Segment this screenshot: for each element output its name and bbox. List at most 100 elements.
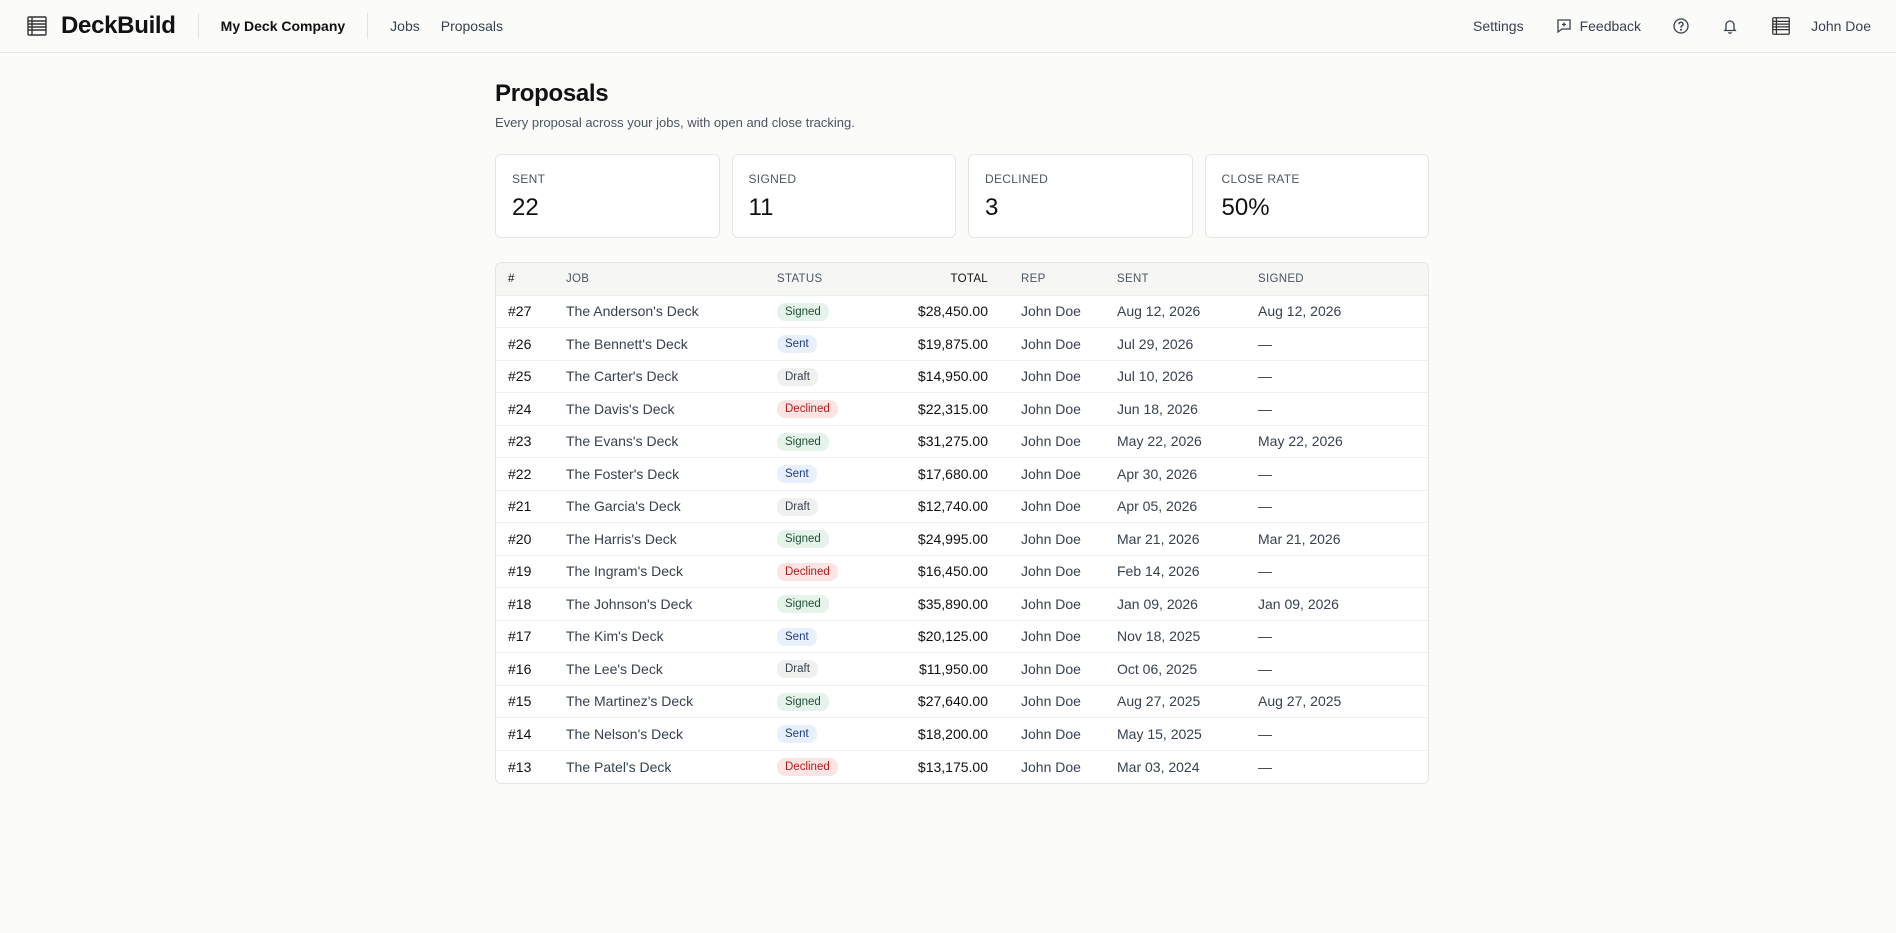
proposal-total: $18,200.00 (882, 717, 988, 751)
status-cell: Declined (777, 750, 882, 783)
proposals-table: # JOB STATUS TOTAL REP SENT SIGNED #27 Th… (495, 262, 1429, 784)
rep-name: John Doe (988, 327, 1117, 361)
job-name: The Garcia's Deck (566, 490, 777, 523)
proposal-number: #14 (496, 717, 566, 751)
proposal-total: $14,950.00 (882, 360, 988, 393)
proposal-number: #19 (496, 555, 566, 588)
table-row[interactable]: #25 The Carter's Deck Draft $14,950.00 John … (496, 360, 1428, 393)
proposal-number: #16 (496, 652, 566, 686)
rep-name: John Doe (988, 295, 1117, 328)
rep-name: John Doe (988, 652, 1117, 686)
rep-name: John Doe (988, 425, 1117, 458)
stat-label: DECLINED (985, 172, 1049, 186)
status-cell: Signed (777, 425, 882, 458)
table-header-row: # JOB STATUS TOTAL REP SENT SIGNED (496, 263, 1428, 296)
main-content: Proposals Every proposal across your job… (495, 80, 1429, 784)
stat-card-sent: SENT 22 (495, 154, 720, 238)
signed-date: — (1258, 620, 1428, 653)
signed-date: — (1258, 717, 1428, 751)
status-cell: Declined (777, 555, 882, 588)
main-nav: Jobs Proposals (390, 18, 503, 34)
sent-date: Jul 29, 2026 (1117, 327, 1258, 361)
col-rep[interactable]: REP (988, 263, 1117, 296)
settings-link[interactable]: Settings (1472, 18, 1524, 34)
status-cell: Signed (777, 522, 882, 556)
job-name: The Ingram's Deck (566, 555, 777, 588)
job-name: The Foster's Deck (566, 457, 777, 491)
sent-date: May 15, 2025 (1117, 717, 1258, 751)
job-name: The Anderson's Deck (566, 295, 777, 328)
brand[interactable]: DeckBuild (25, 12, 176, 40)
status-badge: Sent (777, 725, 817, 744)
col-status[interactable]: STATUS (777, 263, 882, 296)
job-name: The Martinez's Deck (566, 685, 777, 718)
sent-date: May 22, 2026 (1117, 425, 1258, 458)
job-name: The Kim's Deck (566, 620, 777, 653)
status-badge: Sent (777, 627, 817, 646)
help-icon[interactable] (1672, 17, 1690, 35)
company-selector[interactable]: My Deck Company (220, 18, 346, 34)
rep-name: John Doe (988, 587, 1117, 621)
sent-date: Oct 06, 2025 (1117, 652, 1258, 686)
status-badge: Draft (777, 367, 818, 386)
proposal-total: $13,175.00 (917, 758, 988, 775)
table-row[interactable]: #18 The Johnson's Deck Signed $35,890.00 Joh… (496, 587, 1428, 621)
nav-jobs[interactable]: Jobs (390, 18, 420, 34)
table-row[interactable]: #13 The Patel's Deck Declined $13,175.00 Joh… (496, 750, 1428, 783)
col-job[interactable]: JOB (566, 263, 777, 296)
status-badge: Draft (777, 497, 818, 516)
sent-date: Jan 09, 2026 (1117, 587, 1258, 621)
divider (197, 13, 199, 39)
bell-icon[interactable] (1721, 17, 1739, 35)
job-name: The Bennett's Deck (566, 327, 777, 361)
col-total[interactable]: TOTAL (882, 263, 988, 296)
signed-date: — (1258, 457, 1428, 491)
signed-date: — (1258, 652, 1428, 686)
signed-date: — (1258, 758, 1272, 775)
status-badge: Signed (777, 432, 829, 451)
stat-card-declined: DECLINED 3 (968, 154, 1193, 238)
table-row[interactable]: #22 The Foster's Deck Sent $17,680.00 John D… (496, 457, 1428, 491)
job-name: The Lee's Deck (566, 652, 777, 686)
table-row[interactable]: #27 The Anderson's Deck Signed $28,450.00 Jo… (496, 295, 1428, 328)
signed-date: Jan 09, 2026 (1258, 587, 1428, 621)
table-row[interactable]: #26 The Bennett's Deck Sent $19,875.00 John … (496, 327, 1428, 361)
proposal-number: #23 (496, 425, 566, 458)
header-actions: Settings Feedback John Doe (1473, 15, 1871, 37)
nav-proposals[interactable]: Proposals (440, 18, 503, 34)
stat-card-signed: SIGNED 11 (731, 154, 956, 238)
feedback-button[interactable]: Feedback (1555, 17, 1641, 35)
table-row[interactable]: #16 The Lee's Deck Draft $11,950.00 John Doe… (496, 652, 1428, 686)
user-avatar-icon (1772, 17, 1790, 35)
sent-date: Jun 18, 2026 (1117, 392, 1258, 426)
table-row[interactable]: #20 The Harris's Deck Signed $24,995.00 John… (496, 522, 1428, 556)
deck-logo-icon (27, 16, 47, 36)
table-row[interactable]: #17 The Kim's Deck Sent $20,125.00 John Doe N… (496, 620, 1428, 653)
stat-value: 3 (985, 194, 999, 221)
table-row[interactable]: #23 The Evans's Deck Signed $31,275.00 John … (496, 425, 1428, 458)
job-name: The Harris's Deck (566, 522, 777, 556)
sent-date: Mar 21, 2026 (1117, 522, 1258, 556)
signed-date: — (1258, 327, 1428, 361)
stat-label: SENT (512, 172, 546, 186)
col-sent[interactable]: SENT (1117, 263, 1258, 296)
stats-row: SENT 22 SIGNED 11 DECLINED 3 CLOSE RATE … (495, 154, 1429, 238)
job-name: The Patel's Deck (566, 758, 672, 775)
rep-name: John Doe (988, 490, 1117, 523)
table-row[interactable]: #24 The Davis's Deck Declined $22,315.00 Joh… (496, 392, 1428, 426)
table-row[interactable]: #21 The Garcia's Deck Draft $12,740.00 John … (496, 490, 1428, 523)
status-cell: Draft (777, 360, 882, 393)
stat-label: CLOSE RATE (1221, 172, 1300, 186)
status-cell: Draft (777, 490, 882, 523)
sent-date: Mar 03, 2024 (1117, 758, 1200, 775)
proposal-number: #21 (496, 490, 566, 523)
signed-date: — (1258, 392, 1428, 426)
table-row[interactable]: #19 The Ingram's Deck Declined $16,450.00 Jo… (496, 555, 1428, 588)
col-number[interactable]: # (496, 263, 566, 296)
job-name: The Johnson's Deck (566, 587, 777, 621)
status-cell: Signed (777, 587, 882, 621)
table-row[interactable]: #15 The Martinez's Deck Signed $27,640.00 Jo… (496, 685, 1428, 718)
table-row[interactable]: #14 The Nelson's Deck Sent $18,200.00 John D… (496, 717, 1428, 751)
user-menu[interactable]: John Doe (1770, 15, 1871, 37)
col-signed[interactable]: SIGNED (1258, 263, 1428, 296)
